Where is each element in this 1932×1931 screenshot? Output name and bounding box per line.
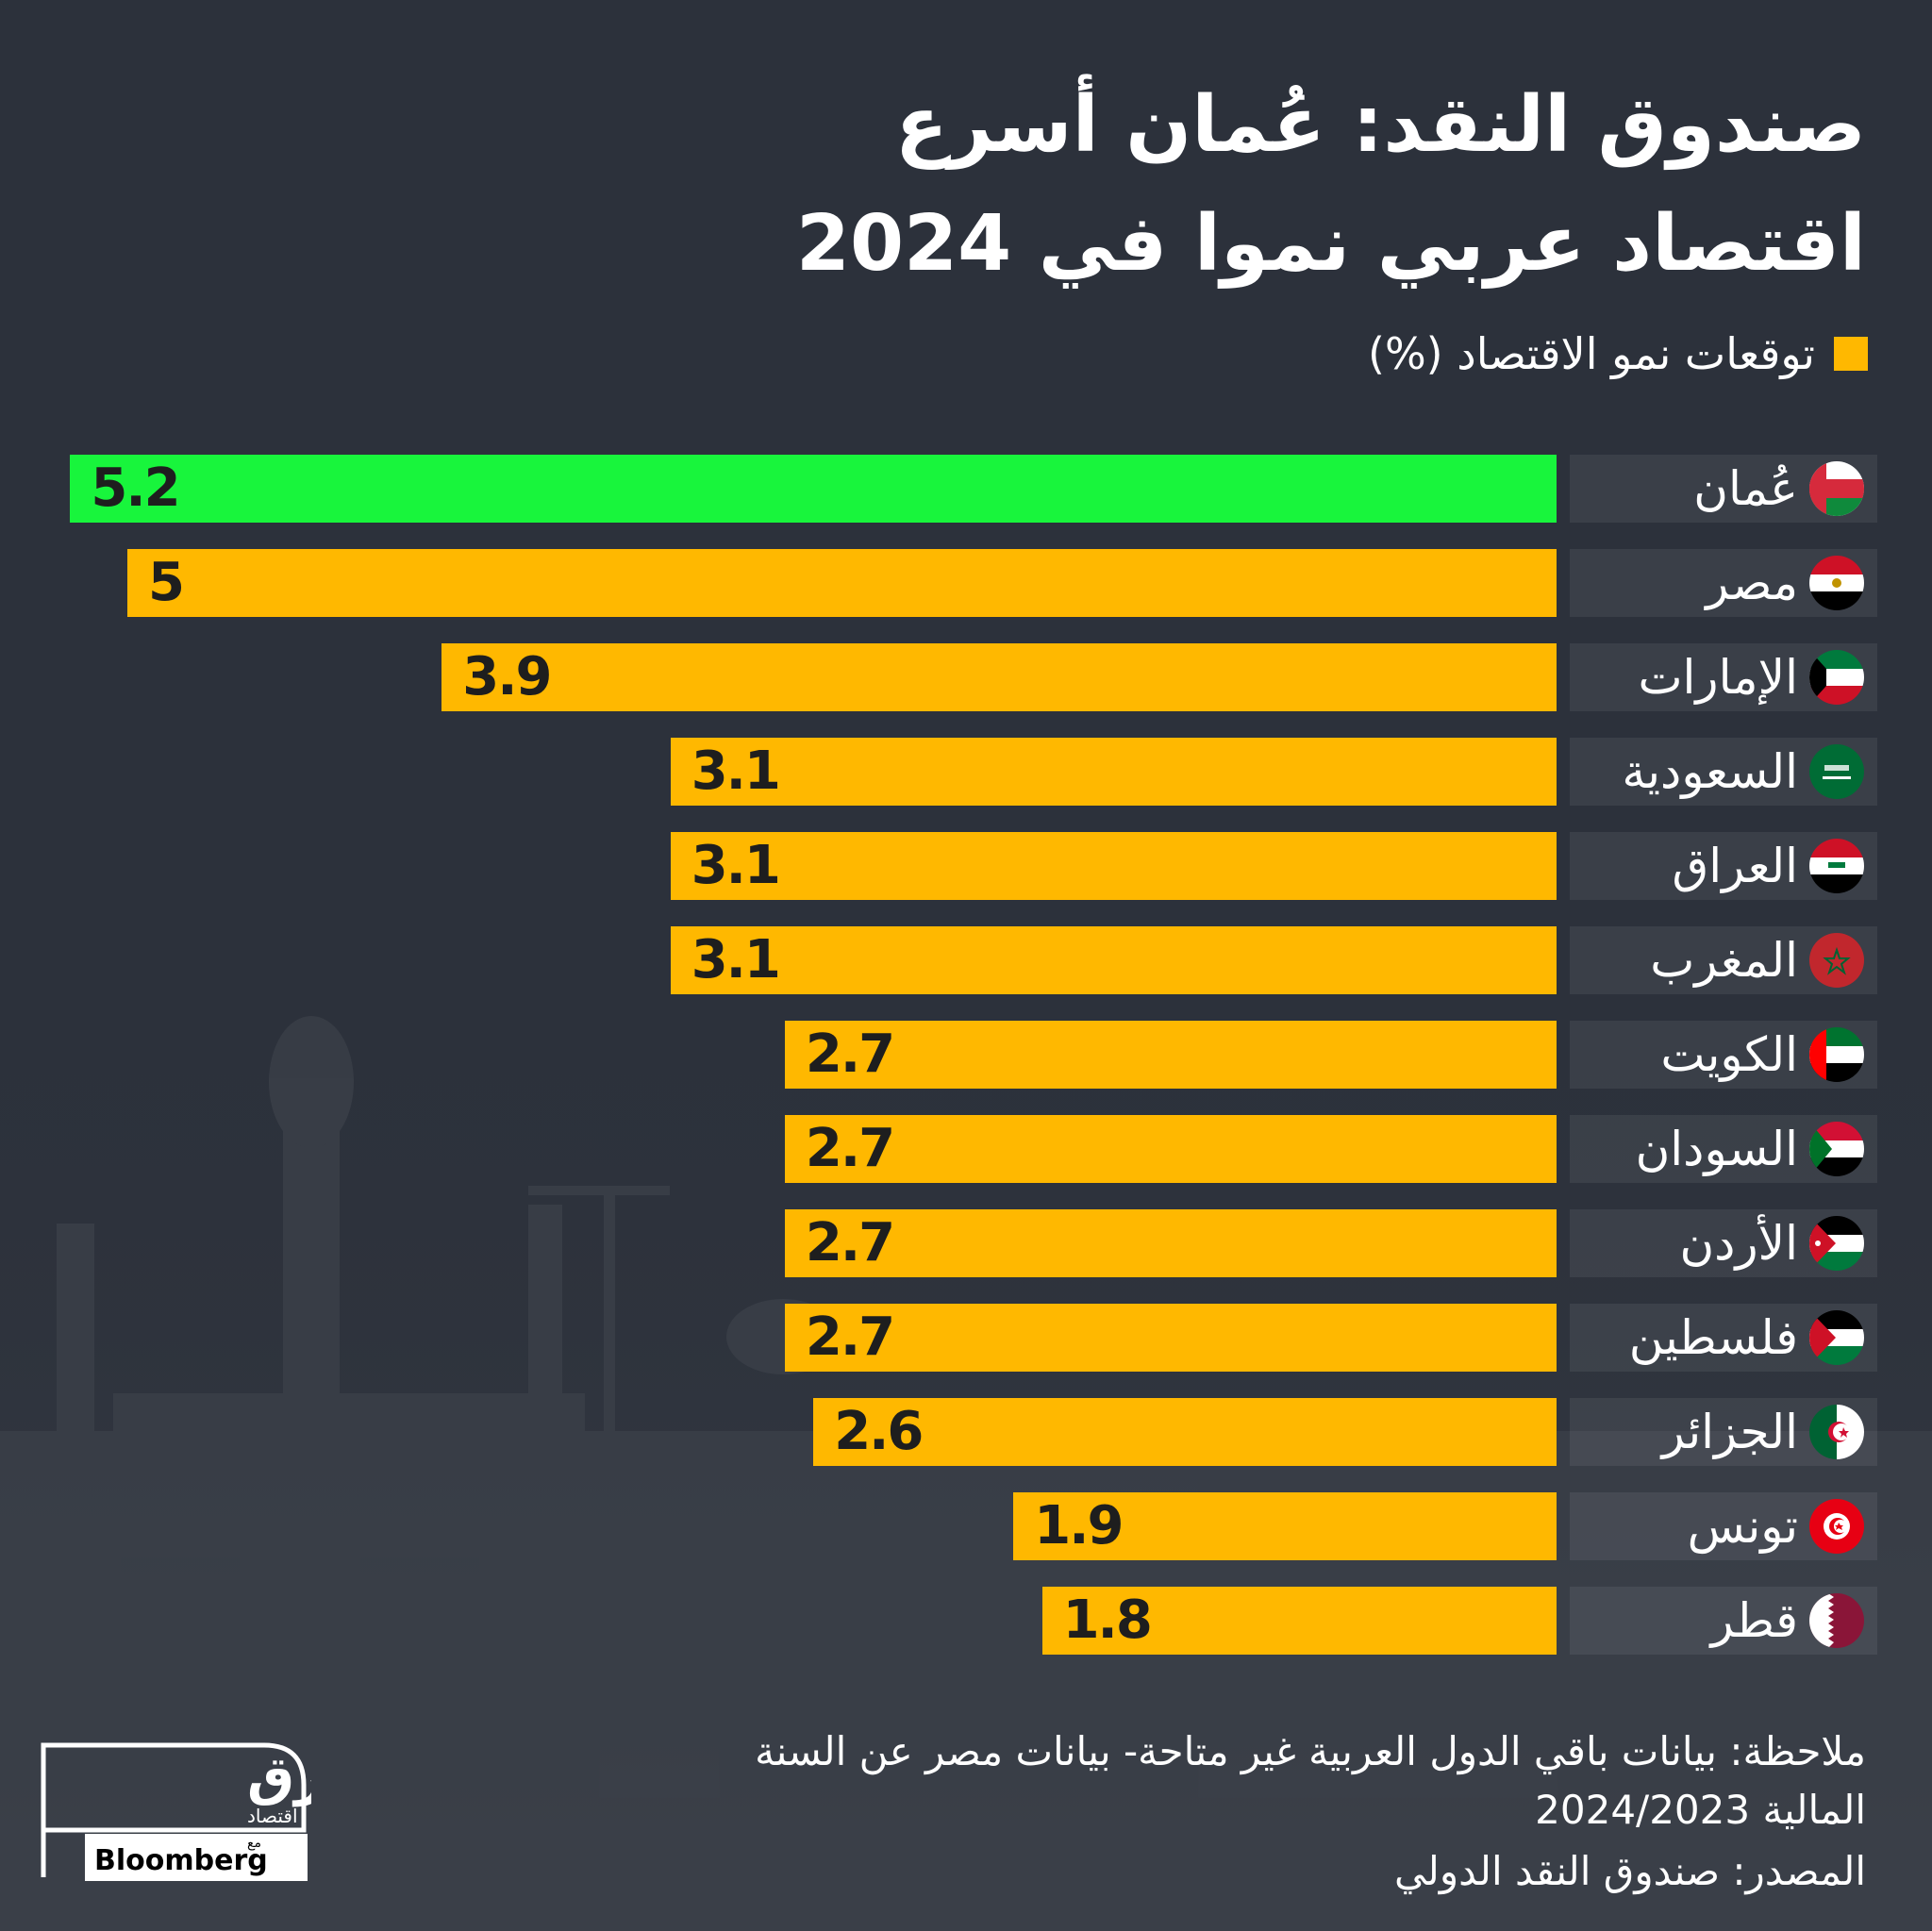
bar-value-label: 1.8 (1062, 1590, 1153, 1651)
bar-value-label: 3.9 (462, 646, 552, 707)
asharq-bloomberg-logo: الشرق اقتصاد مع Bloomberg (41, 1742, 311, 1881)
country-name: الأردن (1679, 1216, 1798, 1271)
logo-brand: الشرق (247, 1746, 311, 1807)
logo-with: مع (247, 1836, 261, 1851)
country-name: المغرب (1650, 933, 1798, 988)
title-line-1: صندوق النقد: عُمان أسرع (894, 80, 1866, 170)
country-name: السعودية (1622, 744, 1798, 799)
bar (670, 832, 1557, 900)
bar-value-label: 3.1 (691, 929, 781, 990)
country-name: السودان (1635, 1122, 1798, 1176)
country-name: قطر (1710, 1593, 1798, 1648)
oman-flag-icon (1809, 461, 1864, 516)
bar-value-label: 1.9 (1034, 1495, 1124, 1556)
country-name: عُمان (1693, 461, 1798, 516)
bar (784, 1021, 1557, 1089)
note: ملاحظة: بيانات باقي الدول العربية غير مت… (498, 1723, 1866, 1839)
bar-value-label: 3.1 (691, 835, 781, 896)
bar-value-label: 5 (148, 552, 185, 613)
uae-flag-icon (1809, 1027, 1864, 1082)
country-name: فلسطين (1628, 1310, 1798, 1365)
tunisia-flag-icon (1809, 1499, 1864, 1554)
bar (1041, 1587, 1557, 1655)
morocco-flag-icon (1809, 933, 1864, 988)
bar-value-label: 5.2 (91, 458, 180, 519)
saudi-flag-icon (1809, 744, 1864, 799)
bar (670, 926, 1557, 994)
bar (70, 455, 1557, 523)
bar (127, 549, 1557, 617)
bar (784, 1115, 1557, 1183)
logo-sub: اقتصاد (247, 1805, 298, 1827)
chart-title: صندوق النقد: عُمان أسرع اقتصاد عربي نموا… (451, 66, 1866, 304)
bar-value-label: 2.7 (805, 1024, 895, 1085)
bar (813, 1398, 1557, 1466)
note-line-2: المالية 2024/2023 (1535, 1787, 1866, 1833)
country-name: الكويت (1660, 1027, 1798, 1082)
jordan-flag-icon (1809, 1216, 1864, 1271)
bar (670, 738, 1557, 806)
bar-value-label: 2.7 (805, 1118, 895, 1179)
egypt-flag-icon (1809, 556, 1864, 610)
country-name: العراق (1672, 839, 1798, 893)
algeria-flag-icon (1809, 1405, 1864, 1459)
bar-value-label: 2.7 (805, 1212, 895, 1273)
bar (441, 643, 1557, 711)
country-name: تونس (1687, 1499, 1798, 1554)
kuwait-flag-icon (1809, 650, 1864, 705)
title-line-2: اقتصاد عربي نموا في 2024 (795, 199, 1866, 289)
background-skyline-image (0, 941, 1932, 1931)
bar (784, 1304, 1557, 1372)
bar (1013, 1492, 1557, 1560)
bar-value-label: 2.6 (834, 1401, 924, 1462)
source-note: المصدر: صندوق النقد الدولي (1394, 1848, 1866, 1894)
note-line-1: ملاحظة: بيانات باقي الدول العربية غير مت… (755, 1728, 1866, 1774)
country-name: الجزائر (1661, 1405, 1798, 1459)
legend-label: توقعات نمو الاقتصاد (%) (1368, 328, 1815, 379)
legend-swatch (1834, 337, 1868, 371)
bar-value-label: 3.1 (691, 741, 781, 802)
sudan-flag-icon (1809, 1122, 1864, 1176)
bar-value-label: 2.7 (805, 1307, 895, 1368)
iraq-flag-icon (1809, 839, 1864, 893)
bar (784, 1209, 1557, 1277)
legend: توقعات نمو الاقتصاد (%) (1368, 328, 1868, 379)
country-name: الإمارات (1638, 650, 1798, 705)
country-name: مصر (1706, 556, 1798, 610)
logo-partner: Bloomberg (94, 1844, 268, 1877)
palestine-flag-icon (1809, 1310, 1864, 1365)
qatar-flag-icon (1809, 1593, 1864, 1648)
